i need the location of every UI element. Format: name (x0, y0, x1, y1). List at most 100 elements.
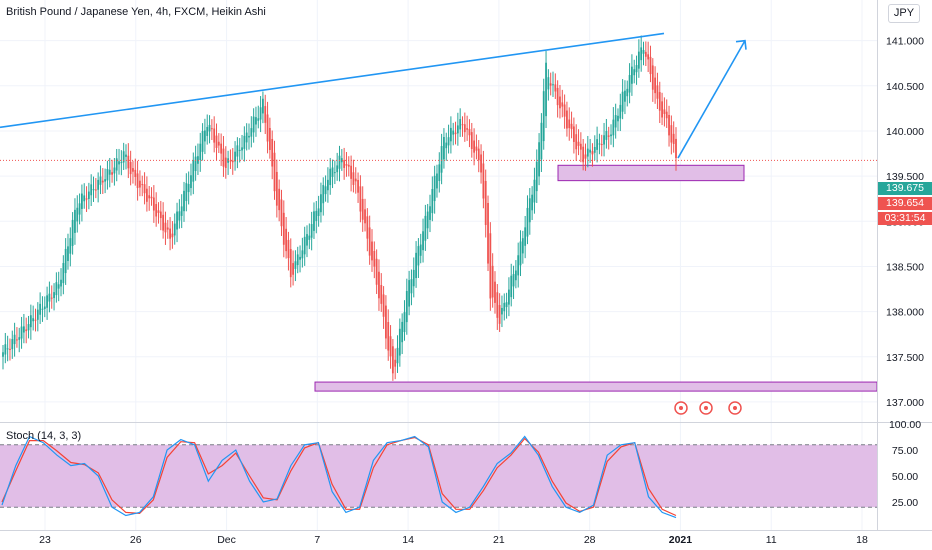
candle-body (215, 135, 218, 148)
candle-body (199, 143, 202, 160)
candle-body (48, 293, 51, 302)
candle-body (236, 145, 239, 157)
candle-body (171, 233, 174, 238)
candle-body (108, 169, 111, 175)
candle-body (273, 152, 276, 192)
candle-body (345, 164, 348, 166)
time-tick-label: 28 (584, 534, 596, 546)
candle-body (364, 209, 366, 224)
candle-body (213, 128, 216, 143)
candle-body (431, 188, 434, 214)
currency-badge[interactable]: JPY (888, 4, 920, 23)
candle-body (459, 119, 462, 130)
candle-body (317, 208, 320, 217)
candle-body (50, 297, 53, 299)
bid-price-label: 139.654 (878, 197, 932, 210)
candle-body (315, 210, 318, 222)
candle-body (55, 282, 58, 296)
candle-body (185, 183, 188, 202)
time-tick-label: 21 (493, 534, 505, 546)
candle-body (436, 173, 438, 189)
candle-body (120, 162, 123, 164)
candle-body (132, 168, 134, 172)
candle-body (672, 133, 675, 144)
candle-body (422, 231, 424, 251)
candle-body (542, 91, 545, 142)
candle-body (554, 84, 557, 92)
candle-body (148, 195, 151, 199)
candle-body (631, 66, 633, 84)
candle-body (401, 321, 404, 343)
last-price-label: 139.675 (878, 182, 932, 195)
candle-body (566, 110, 568, 129)
candle-body (155, 204, 158, 217)
candle-body (245, 132, 248, 143)
candle-body (250, 128, 253, 137)
candle-body (526, 207, 529, 237)
candle-body (449, 127, 452, 142)
candle-body (665, 111, 668, 119)
candle-body (663, 109, 666, 114)
drawing-lines (0, 32, 877, 415)
candle-body (373, 250, 376, 267)
candle-body (484, 180, 487, 225)
candle-body (152, 197, 155, 211)
candle-body (656, 85, 659, 99)
candle-body (76, 207, 79, 222)
candle-body (101, 180, 104, 183)
candle-body (299, 256, 301, 260)
candle-body (503, 302, 506, 312)
candle-body (287, 239, 290, 259)
candle-body (412, 269, 415, 287)
candle-body (463, 124, 466, 133)
candle-body (85, 198, 88, 200)
candle-body (605, 131, 608, 140)
candle-body (6, 348, 9, 350)
candle-body (280, 199, 283, 227)
candle-body (22, 326, 25, 333)
candle-body (429, 206, 431, 220)
candle-body (644, 51, 647, 57)
candle-body (570, 123, 573, 130)
candle-body (313, 211, 315, 231)
stoch-band-fill (0, 444, 877, 508)
candle-body (563, 104, 566, 117)
candle-body (579, 143, 582, 150)
candle-body (20, 326, 23, 339)
candle-body (426, 211, 429, 229)
candle-body (535, 161, 538, 192)
event-icon-dot (733, 406, 737, 410)
candle-body (39, 303, 42, 315)
candle-body (169, 228, 171, 239)
candle-body (607, 135, 610, 137)
candle-body (593, 146, 596, 153)
candle-body (338, 155, 341, 169)
candle-body (501, 307, 503, 315)
candle-body (489, 233, 492, 299)
price-tick-label: 138.000 (886, 307, 924, 319)
candle-body (447, 137, 450, 146)
candle-body (589, 149, 592, 153)
candle-body (166, 227, 169, 230)
candle-body (477, 148, 480, 161)
price-tick-label: 137.500 (886, 352, 924, 364)
candle-body (67, 246, 69, 262)
candle-body (545, 62, 547, 117)
candle-body (29, 315, 32, 328)
candle-body (424, 215, 427, 241)
candle-body (350, 165, 353, 179)
candle-body (633, 69, 636, 76)
candle-body (294, 261, 297, 269)
candle-body (403, 312, 406, 333)
price-tick-label: 141.000 (886, 36, 924, 48)
candle-body (649, 56, 652, 75)
candle-body (637, 51, 640, 69)
candle-body (32, 318, 35, 322)
candle-body (508, 289, 510, 305)
candle-body (378, 271, 380, 299)
candle-body (675, 138, 677, 159)
candle-body (586, 148, 589, 157)
candle-body (41, 308, 44, 310)
candle-body (519, 241, 522, 266)
